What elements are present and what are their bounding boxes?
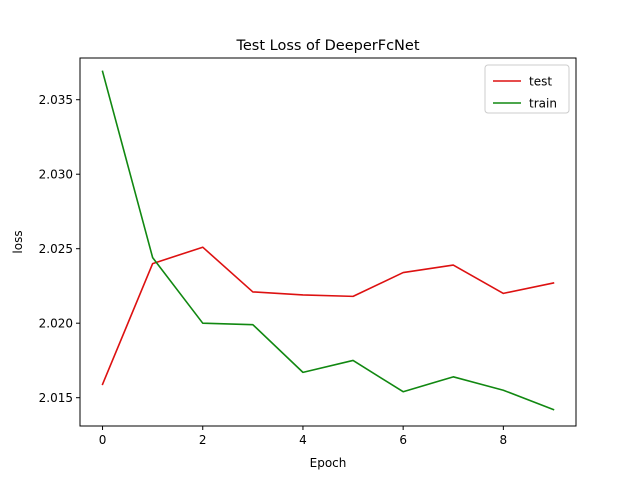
y-tick-label: 2.015 — [39, 391, 73, 405]
x-axis-label: Epoch — [310, 456, 347, 470]
y-tick-label: 2.020 — [39, 317, 73, 331]
series-line-train — [101, 70, 555, 411]
x-axis: 0 2 4 6 8 — [99, 426, 507, 447]
legend-box — [484, 64, 570, 114]
chart-title: Test Loss of DeeperFcNet — [235, 38, 419, 54]
x-tick-label: 6 — [399, 433, 407, 447]
series-layer — [101, 70, 555, 411]
x-tick-label: 0 — [99, 433, 107, 447]
y-axis-label: loss — [11, 230, 25, 253]
legend-label-train: train — [529, 97, 557, 111]
legend: test train — [484, 64, 570, 114]
x-tick-label: 2 — [199, 433, 207, 447]
x-tick-label: 8 — [500, 433, 508, 447]
series-line-test — [101, 246, 555, 386]
y-tick-label: 2.035 — [39, 93, 73, 107]
y-axis: 2.015 2.020 2.025 2.030 2.035 — [39, 93, 80, 405]
y-tick-label: 2.025 — [39, 242, 73, 256]
x-tick-label: 4 — [299, 433, 307, 447]
y-tick-label: 2.030 — [39, 168, 73, 182]
plot-frame — [79, 57, 577, 427]
plot-area — [80, 58, 576, 426]
legend-label-test: test — [529, 75, 552, 89]
